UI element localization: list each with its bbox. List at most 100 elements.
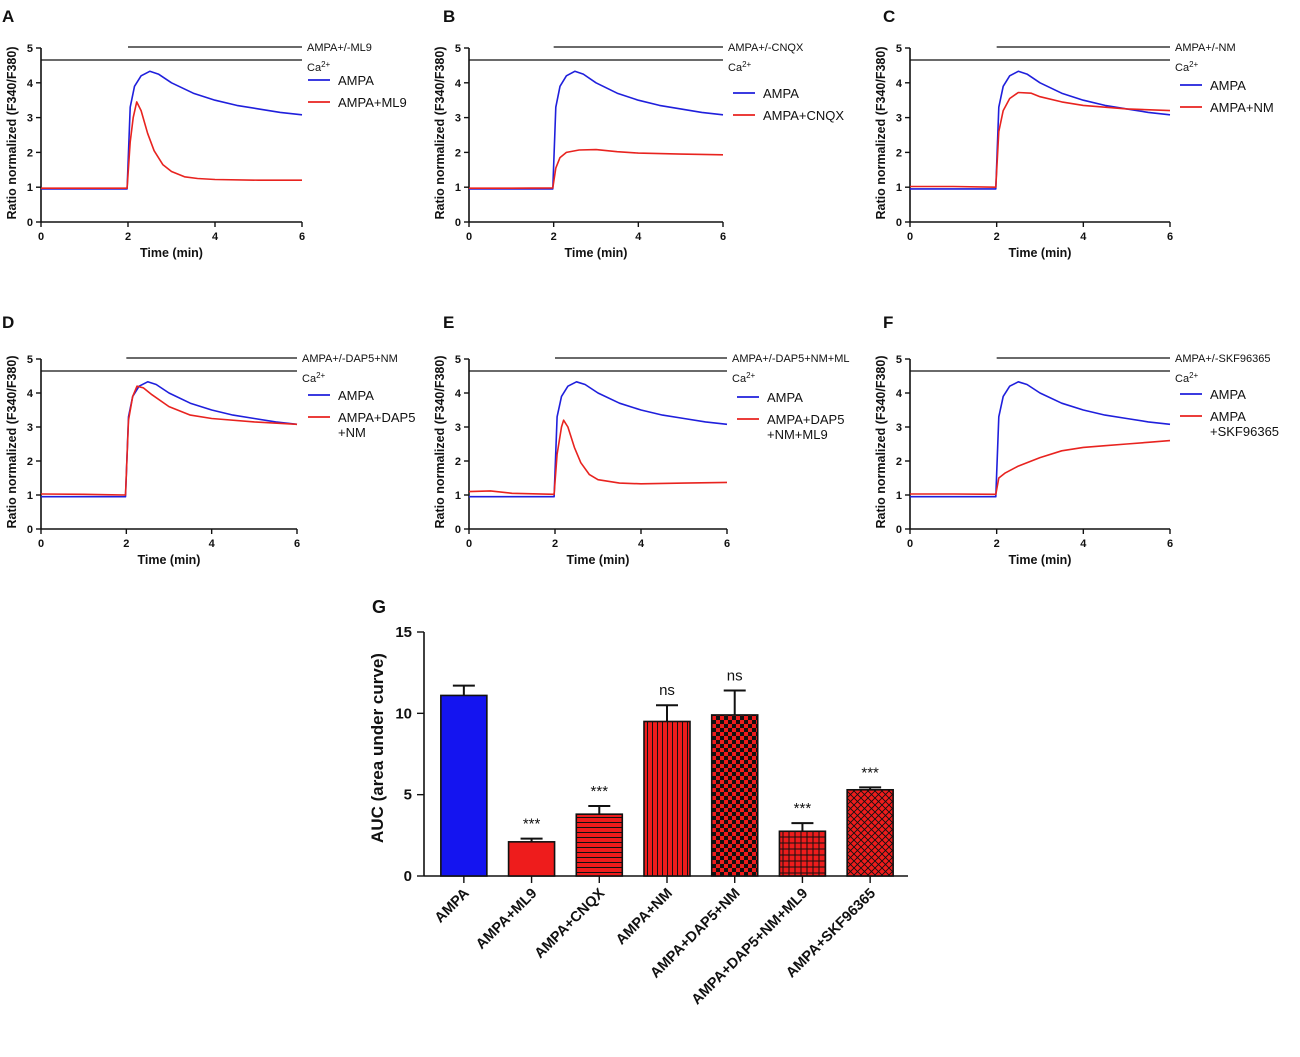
y-tick-label: 0	[896, 217, 902, 229]
series-line-ampa+skf96365	[910, 439, 1171, 496]
x-tick-label: 0	[38, 538, 44, 550]
drug-application-label: AMPA+/-SKF96365	[1175, 353, 1270, 365]
series-line-ampa+ml9	[41, 101, 302, 189]
calcium-superscript: 2+	[1189, 371, 1198, 380]
drug-application-label: AMPA+/-ML9	[307, 42, 372, 54]
legend-label-line: AMPA+DAP5	[767, 412, 844, 427]
y-tick-label: 2	[455, 456, 461, 468]
panel-letter: B	[443, 7, 455, 26]
y-tick-label: 0	[896, 524, 902, 536]
y-axis-label: Ratio normalized (F340/F380)	[5, 356, 19, 529]
y-tick-label: 10	[395, 705, 412, 722]
panel-letter: C	[883, 7, 895, 26]
panel-f: F 0 1 2 3 4 5 0 2 4 6 Time (min) Ratio normalized (F…	[874, 313, 1279, 567]
x-tick-label: 4	[1080, 231, 1087, 243]
calcium-label: Ca2+	[307, 60, 331, 74]
y-tick-label: 3	[896, 422, 902, 434]
y-tick-label: 1	[896, 182, 902, 194]
y-tick-label: 2	[896, 456, 902, 468]
y-tick-label: 0	[455, 524, 461, 536]
x-axis-label: Time (min)	[138, 553, 201, 567]
calcium-label: Ca2+	[302, 371, 326, 385]
x-tick-label: 0	[907, 538, 913, 550]
legend-label-line: +NM+ML9	[767, 427, 828, 442]
y-tick-label: 0	[404, 868, 412, 885]
y-tick-label: 5	[27, 43, 33, 55]
y-tick-label: 2	[455, 147, 461, 159]
y-tick-label: 15	[395, 624, 412, 641]
legend-label: AMPA	[767, 390, 803, 405]
y-tick-label: 4	[27, 78, 34, 90]
bar-ampa	[440, 694, 488, 877]
y-tick-label: 4	[896, 78, 903, 90]
panel-a: A 0 1 2 3 4 5 0 2 4 6 Time (min) Ratio normalized (F…	[2, 7, 407, 260]
series-line-ampa	[910, 70, 1171, 190]
y-tick-label: 0	[27, 217, 33, 229]
legend-label-line: AMPA	[1210, 387, 1246, 402]
y-tick-label: 3	[455, 113, 461, 125]
x-tick-label: 4	[635, 231, 642, 243]
series-line-ampa	[469, 381, 728, 498]
x-tick-label: 2	[994, 538, 1000, 550]
series-line-ampa+dap5+nm	[40, 385, 298, 496]
legend-label-line: AMPA	[338, 388, 374, 403]
y-tick-label: 3	[455, 422, 461, 434]
x-tick-label: 4	[1080, 538, 1087, 550]
y-tick-label: 1	[896, 490, 902, 502]
y-tick-label: 3	[896, 113, 902, 125]
y-axis-label: Ratio normalized (F340/F380)	[433, 47, 447, 220]
bar-ampa-cnqx	[575, 813, 624, 877]
bar-ampa-dap5-nm	[710, 714, 759, 877]
y-tick-label: 0	[27, 524, 33, 536]
y-tick-label: 5	[896, 354, 902, 366]
y-tick-label: 2	[27, 147, 33, 159]
y-tick-label: 1	[27, 490, 33, 502]
panel-letter: F	[883, 313, 893, 332]
y-tick-label: 5	[455, 354, 461, 366]
significance-marker: ***	[591, 783, 609, 800]
y-tick-label: 5	[896, 43, 902, 55]
drug-application-label: AMPA+/-DAP5+NM+ML	[732, 353, 849, 365]
y-axis-label: Ratio normalized (F340/F380)	[433, 356, 447, 529]
panel-letter: G	[372, 597, 386, 617]
legend-label-line: AMPA	[763, 86, 799, 101]
panel-c: C 0 1 2 3 4 5 0 2 4 6 Time (min) Ratio normalized (F…	[874, 7, 1274, 260]
category-label: AMPA+ML9	[473, 886, 540, 953]
x-tick-label: 0	[907, 231, 913, 243]
significance-marker: ***	[523, 816, 541, 833]
x-axis-label: Time (min)	[567, 553, 630, 567]
y-tick-label: 4	[27, 388, 34, 400]
legend-label: AMPA	[1210, 387, 1246, 402]
x-tick-label: 4	[209, 538, 216, 550]
x-axis-label: Time (min)	[565, 246, 628, 260]
panels: A 0 1 2 3 4 5 0 2 4 6 Time (min) Ratio normalized (F…	[2, 7, 1279, 1008]
y-tick-label: 2	[27, 456, 33, 468]
calcium-label: Ca2+	[728, 60, 752, 74]
x-tick-label: 2	[125, 231, 131, 243]
bar-ampa-nm	[643, 720, 691, 877]
x-tick-label: 6	[724, 538, 730, 550]
y-tick-label: 5	[404, 787, 412, 804]
y-tick-label: 0	[455, 217, 461, 229]
category-label: AMPA+CNQX	[532, 885, 609, 962]
legend-label-line: AMPA+DAP5	[338, 410, 415, 425]
calcium-superscript: 2+	[1189, 60, 1198, 69]
y-tick-label: 1	[455, 182, 461, 194]
x-tick-label: 2	[552, 538, 558, 550]
legend-label: AMPA	[1210, 78, 1246, 93]
y-tick-label: 5	[27, 354, 33, 366]
legend-label-line: AMPA+NM	[1210, 100, 1274, 115]
calcium-superscript: 2+	[316, 371, 325, 380]
category-label: AMPA+NM	[613, 886, 676, 949]
legend-label: AMPA+ML9	[338, 95, 407, 110]
x-axis-label: Time (min)	[1009, 553, 1072, 567]
calcium-label: Ca2+	[1175, 371, 1199, 385]
drug-application-label: AMPA+/-CNQX	[728, 42, 804, 54]
legend-label-line: AMPA	[1210, 409, 1246, 424]
x-tick-label: 0	[466, 538, 472, 550]
y-tick-label: 2	[896, 147, 902, 159]
x-tick-label: 2	[994, 231, 1000, 243]
y-axis-label: AUC (area under curve)	[368, 653, 387, 843]
panel-letter: A	[2, 7, 14, 26]
legend-label-line: +SKF96365	[1210, 424, 1279, 439]
